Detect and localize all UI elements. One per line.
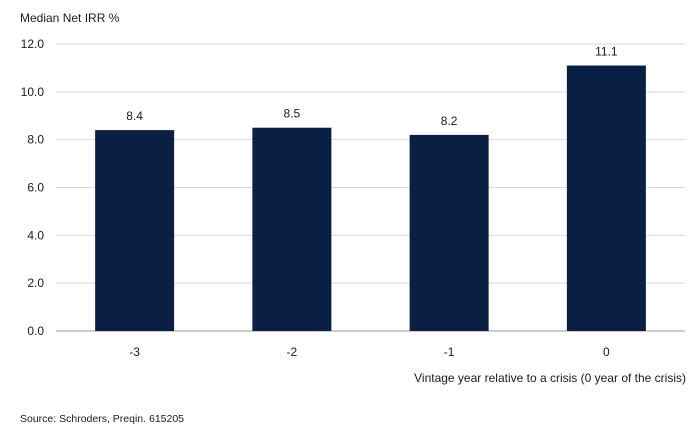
data-label: 11.1 [595, 45, 618, 59]
y-tick-label: 0.0 [27, 324, 44, 338]
data-label: 8.2 [441, 114, 458, 128]
bar [566, 65, 646, 332]
bar [95, 130, 175, 331]
data-label: 8.5 [284, 107, 301, 121]
x-tick-label: -2 [287, 345, 298, 359]
source-note: Source: Schroders, Preqin. 615205 [20, 413, 185, 425]
x-axis-label: Vintage year relative to a crisis (0 yea… [414, 371, 686, 385]
y-tick-label: 10.0 [21, 85, 45, 99]
y-tick-label: 8.0 [27, 133, 44, 147]
y-tick-label: 12.0 [21, 37, 45, 51]
x-tick-label: 0 [603, 345, 610, 359]
data-label: 8.4 [126, 109, 143, 123]
x-tick-label: -1 [444, 345, 455, 359]
bar [409, 134, 489, 331]
y-axis-label: Median Net IRR % [20, 11, 120, 25]
bar [252, 127, 332, 331]
y-tick-label: 2.0 [27, 276, 44, 290]
y-tick-label: 6.0 [27, 181, 44, 195]
x-tick-label: -3 [129, 345, 140, 359]
y-tick-label: 4.0 [27, 228, 44, 242]
